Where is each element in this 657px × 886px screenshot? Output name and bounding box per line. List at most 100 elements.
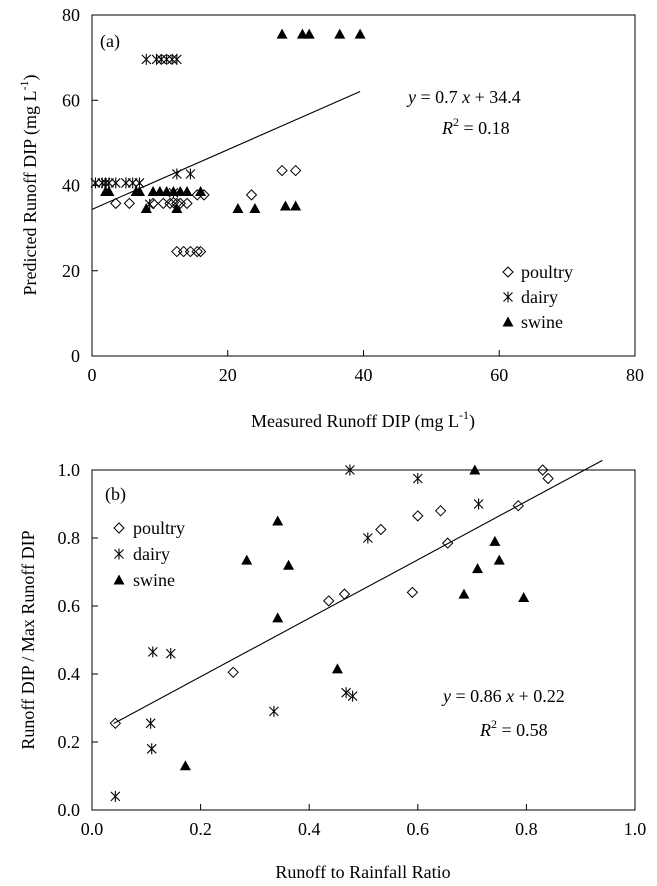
point-swine — [249, 203, 261, 214]
point-poultry — [536, 464, 549, 476]
x-tick-label: 0.4 — [298, 819, 321, 839]
point-swine — [303, 28, 315, 39]
point-dairy — [156, 53, 167, 65]
legend-marker-swine — [502, 316, 514, 327]
point-swine — [103, 185, 115, 196]
x-tick-label: 0.0 — [81, 819, 104, 839]
point-dairy — [412, 473, 423, 484]
y-tick-label: 80 — [62, 5, 80, 25]
point-swine — [334, 28, 346, 39]
y-axis-title: Predicted Runoff DIP (mg L-1) — [17, 75, 41, 296]
x-tick-label: 1.0 — [624, 819, 647, 839]
y-tick-label: 40 — [62, 176, 80, 196]
y-tick-label: 0.0 — [58, 800, 81, 820]
point-dairy — [341, 687, 352, 699]
x-tick-label: 0.2 — [189, 819, 212, 839]
legend-marker-dairy — [503, 291, 513, 303]
point-swine — [518, 592, 530, 602]
regression-line — [113, 459, 603, 724]
point-swine — [232, 203, 244, 214]
point-swine — [290, 200, 302, 211]
point-dairy — [185, 168, 196, 180]
fit-equation: y = 0.86 x + 0.22 — [441, 686, 565, 706]
point-dairy — [110, 177, 121, 189]
point-dairy — [141, 53, 152, 65]
point-poultry — [338, 588, 351, 600]
legend-marker-poultry — [502, 266, 514, 278]
tick-group: 0 20 40 60 80 0 20 40 60 80 — [62, 5, 644, 385]
point-swine — [272, 612, 284, 623]
point-swine — [283, 559, 295, 570]
legend: poultry dairy swine — [113, 518, 185, 590]
y-tick-label: 0.4 — [58, 664, 81, 684]
point-poultry — [177, 245, 190, 258]
x-tick-label: 40 — [355, 365, 373, 385]
point-swine — [272, 515, 284, 526]
legend-label-poultry: poultry — [521, 262, 573, 282]
x-tick-label: 0.6 — [407, 819, 430, 839]
panel-label: (b) — [105, 484, 126, 505]
point-dairy — [167, 53, 177, 65]
x-axis-title: Measured Runoff DIP (mg L-1) — [251, 408, 475, 432]
point-poultry — [276, 164, 288, 177]
point-dairy — [146, 743, 157, 755]
point-dairy — [90, 177, 101, 189]
point-dairy — [145, 717, 156, 729]
point-dairy — [171, 168, 182, 180]
point-poultry — [441, 537, 454, 549]
x-axis-title: Runoff to Rainfall Ratio — [275, 862, 450, 882]
point-poultry — [512, 499, 524, 512]
point-poultry — [194, 245, 207, 258]
data-marks — [90, 28, 366, 258]
point-poultry — [227, 666, 239, 679]
point-poultry — [184, 245, 197, 258]
regression-line — [91, 91, 361, 210]
point-dairy — [110, 790, 121, 802]
y-tick-label: 20 — [62, 261, 80, 281]
point-poultry — [434, 505, 447, 517]
point-poultry — [542, 472, 554, 485]
x-tick-label: 80 — [626, 365, 644, 385]
point-dairy — [473, 498, 484, 510]
y-tick-label: 60 — [62, 90, 80, 110]
point-swine — [195, 185, 207, 196]
point-poultry — [245, 189, 258, 201]
panel-label: (a) — [100, 31, 120, 52]
point-swine — [331, 663, 343, 674]
point-dairy — [165, 648, 176, 660]
legend-label-swine: swine — [521, 312, 563, 332]
point-swine — [171, 203, 183, 214]
point-dairy — [161, 53, 172, 65]
point-poultry — [323, 595, 335, 607]
legend-label-poultry: poultry — [133, 518, 185, 538]
point-poultry — [406, 586, 419, 599]
point-swine — [279, 200, 291, 211]
point-swine — [472, 563, 484, 574]
point-poultry — [157, 197, 169, 210]
data-marks — [109, 464, 554, 802]
point-swine — [354, 28, 366, 39]
legend: poultry dairy swine — [502, 262, 573, 332]
y-tick-label: 1.0 — [58, 460, 81, 480]
point-dairy — [121, 177, 131, 189]
point-swine — [181, 185, 193, 196]
point-swine — [493, 554, 505, 565]
r-squared: R2 = 0.58 — [479, 717, 548, 740]
x-tick-label: 60 — [490, 365, 508, 385]
y-axis-title: Runoff DIP / Max Runoff DIP — [18, 530, 38, 749]
point-poultry — [171, 245, 183, 258]
chart-panel-b: 0.0 0.2 0.4 0.6 0.8 1.0 0.0 0.2 0.4 0.6 0.8 1.0 (b)… — [18, 459, 647, 882]
point-swine — [241, 554, 253, 565]
point-swine — [469, 464, 481, 475]
point-poultry — [412, 510, 424, 522]
x-tick-label: 0.8 — [515, 819, 538, 839]
point-dairy — [362, 532, 373, 544]
point-swine — [179, 760, 191, 771]
point-poultry — [191, 245, 203, 258]
point-dairy — [127, 177, 138, 189]
fit-line — [91, 91, 361, 210]
fit-line — [113, 459, 603, 724]
plot-frame — [91, 469, 636, 811]
